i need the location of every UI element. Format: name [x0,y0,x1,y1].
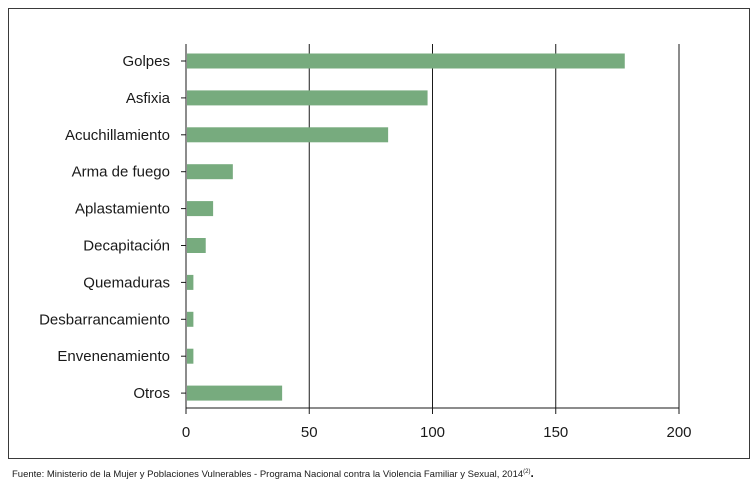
bar-5 [187,201,214,217]
source-end: . [530,466,534,480]
category-label: Acuchillamiento [65,127,170,144]
category-label: Envenenamiento [57,348,170,365]
source-superscript: (2) [523,468,531,475]
x-tick-label: 150 [543,424,568,441]
tick-labels: 0 50 100 150 200 [182,424,692,441]
category-label: Decapitación [83,238,170,255]
category-label: Asfixia [126,90,171,107]
bar-7 [187,274,194,290]
bar-9 [187,348,194,364]
bar-3 [187,127,389,143]
category-label: Quemaduras [83,274,170,291]
bar-8 [187,311,194,327]
bar-10 [187,385,283,401]
category-label: Aplastamiento [75,201,170,218]
category-label: Golpes [122,53,170,70]
x-tick-label: 0 [182,424,190,441]
category-label: Arma de fuego [72,164,170,181]
category-labels: Golpes Asfixia Acuchillamiento Arma de fueg… [39,53,171,402]
x-axis [181,44,680,414]
source-note: Fuente: Ministerio de la Mujer y Poblaci… [12,466,750,480]
bar-2 [187,90,428,106]
x-tick-label: 50 [301,424,318,441]
bar-6 [187,238,206,253]
category-label: Otros [133,385,170,402]
bars [187,53,625,401]
x-tick-label: 200 [666,424,691,441]
chart-frame [8,8,750,459]
category-label: Desbarrancamiento [39,311,170,328]
x-tick-label: 100 [420,424,445,441]
bar-4 [187,164,233,180]
bar-1 [187,53,625,69]
source-text: Fuente: Ministerio de la Mujer y Poblaci… [12,469,524,480]
